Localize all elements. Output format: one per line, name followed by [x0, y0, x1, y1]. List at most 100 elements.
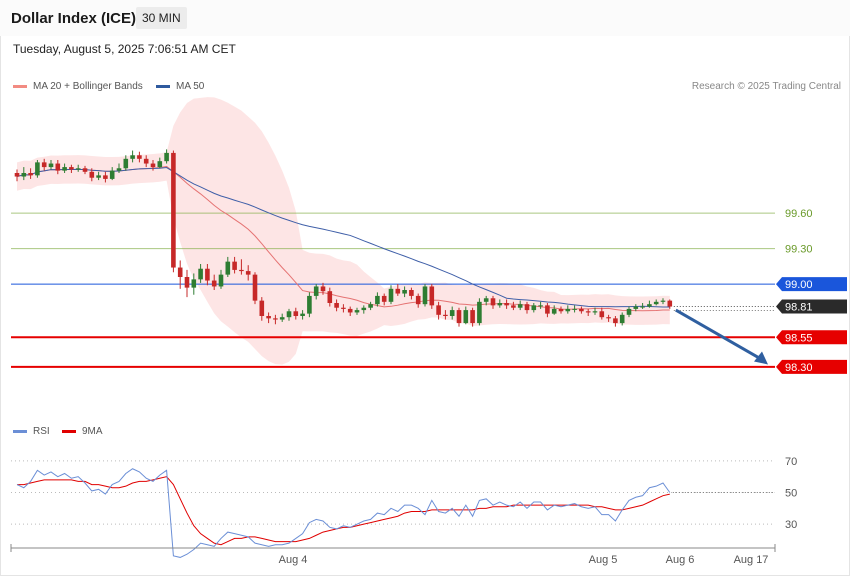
x-tick-Aug-6: Aug 6 — [666, 554, 695, 566]
candle-body — [585, 311, 591, 313]
candle-body — [429, 286, 435, 306]
candle-body — [300, 313, 305, 316]
candle-body — [606, 317, 611, 319]
candle-body — [531, 305, 537, 311]
candle-body — [198, 268, 203, 280]
rsi-tick-70: 70 — [785, 456, 797, 468]
candle-body — [205, 268, 210, 281]
candle-body — [89, 171, 95, 178]
candle-body — [341, 307, 346, 309]
candle-body — [422, 286, 428, 305]
candle-body — [626, 308, 632, 315]
candle-body — [456, 310, 462, 324]
candle-body — [35, 162, 40, 176]
x-tick-Aug-4: Aug 4 — [279, 554, 308, 566]
candle-body — [667, 300, 673, 307]
candle-body — [409, 290, 414, 296]
bollinger-band — [17, 97, 670, 365]
rsi-tick-50: 50 — [785, 488, 797, 500]
candle-body — [538, 305, 543, 307]
candle-body — [436, 305, 441, 315]
candle-body — [443, 314, 448, 316]
ma20-swatch — [13, 85, 27, 88]
candle-body — [62, 167, 67, 171]
candle-body — [653, 301, 659, 305]
candle-body — [239, 269, 244, 272]
candle-body — [483, 298, 489, 302]
instrument-title: Dollar Index (ICE) — [11, 10, 137, 27]
legend-9ma: 9MA — [62, 426, 103, 437]
candle-body — [150, 163, 156, 168]
level-text-99.30: 99.30 — [785, 244, 813, 256]
candle-body — [69, 167, 74, 170]
forecast-arrow-head — [754, 351, 768, 365]
candle-body — [640, 306, 645, 308]
candle-body — [177, 267, 183, 277]
candle-body — [660, 300, 666, 302]
candle-body — [619, 314, 625, 324]
candle-body — [28, 173, 33, 176]
ma50-label: MA 50 — [176, 81, 205, 92]
rsi-swatch — [13, 430, 27, 433]
last-price-text: 98.81 — [785, 302, 813, 314]
interval-button[interactable]: 30 MIN — [136, 7, 187, 29]
level-tag-98.55 — [776, 330, 847, 345]
candle-body — [395, 288, 401, 294]
candle-body — [558, 308, 564, 312]
candle-body — [171, 152, 176, 268]
candle-body — [415, 295, 421, 305]
level-label-98.30: 98.30 — [776, 359, 847, 374]
timestamp: Tuesday, August 5, 2025 7:06:51 AM CET — [13, 42, 236, 56]
candle-body — [252, 274, 258, 301]
candle-body — [14, 173, 20, 177]
rsi-tick-30: 30 — [785, 519, 797, 531]
candle-body — [375, 295, 380, 305]
candle-body — [245, 271, 251, 275]
candle-body — [232, 261, 237, 270]
candle-body — [545, 305, 550, 314]
candle-body — [361, 307, 367, 311]
level-text-99.00: 99.00 — [785, 279, 813, 291]
candle-body — [137, 155, 142, 159]
candle-body — [130, 155, 135, 159]
candle-body — [157, 161, 163, 168]
candle-body — [293, 311, 299, 316]
level-label-99.30: 99.30 — [785, 244, 813, 256]
candle-body — [381, 295, 387, 302]
level-label-99.60: 99.60 — [785, 208, 813, 220]
candle-body — [143, 158, 149, 164]
candle-body — [320, 286, 326, 292]
candle-body — [579, 308, 584, 312]
candle-body — [599, 311, 605, 318]
candle-body — [218, 274, 224, 287]
candle-body — [572, 308, 577, 310]
candle-body — [449, 310, 455, 316]
candle-body — [388, 288, 394, 302]
candle-body — [613, 318, 618, 324]
candle-body — [273, 318, 278, 320]
last-price-tag — [776, 299, 847, 314]
candle-body — [490, 298, 496, 306]
candle-body — [75, 168, 81, 170]
candle-body — [633, 306, 639, 309]
candle-body — [327, 291, 333, 303]
credit-text: Research © 2025 Trading Central — [691, 81, 841, 92]
candle-body — [313, 286, 319, 296]
candle-body — [565, 308, 571, 312]
candle-body — [41, 162, 47, 168]
rsi-label: RSI — [33, 426, 50, 437]
candle-body — [184, 277, 190, 288]
candle-body — [279, 317, 285, 320]
rsi-ma-line — [17, 476, 670, 546]
level-label-98.55: 98.55 — [776, 330, 847, 345]
candle-body — [55, 163, 61, 171]
candle-body — [334, 303, 339, 308]
candle-body — [96, 175, 101, 178]
candle-body — [211, 280, 217, 287]
candle-body — [347, 308, 353, 313]
ma50-swatch — [156, 85, 170, 88]
candle-body — [470, 310, 475, 324]
candle-body — [477, 301, 482, 324]
candle-body — [48, 163, 54, 168]
